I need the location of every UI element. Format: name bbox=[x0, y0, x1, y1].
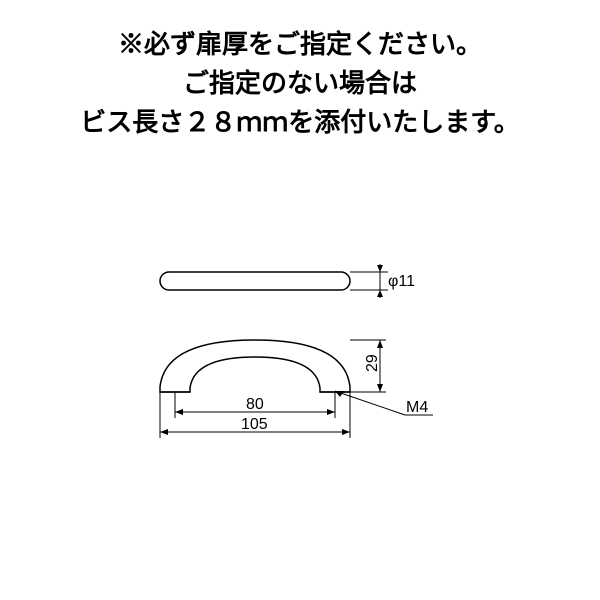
top-view bbox=[160, 272, 350, 290]
dim-diameter: φ11 bbox=[350, 264, 415, 298]
technical-diagram: φ11 29 M4 bbox=[140, 260, 480, 500]
dim-height-label: 29 bbox=[364, 354, 381, 372]
side-view bbox=[160, 340, 350, 392]
dim-height: 29 bbox=[350, 340, 386, 392]
dim-width-outer-label: 105 bbox=[241, 416, 268, 433]
dim-thread-label: M4 bbox=[406, 399, 428, 416]
notice-line-1: ※必ず扉厚をご指定ください。 bbox=[0, 25, 600, 64]
dim-width-inner: 80 bbox=[175, 392, 335, 418]
dim-width-inner-label: 80 bbox=[246, 396, 264, 413]
notice-text: ※必ず扉厚をご指定ください。 ご指定のない場合は ビス長さ２８ｍｍを添付いたしま… bbox=[0, 25, 600, 142]
notice-line-3: ビス長さ２８ｍｍを添付いたします。 bbox=[0, 103, 600, 142]
diagram-svg: φ11 29 M4 bbox=[140, 260, 480, 500]
notice-line-2: ご指定のない場合は bbox=[0, 64, 600, 103]
dim-diameter-label: φ11 bbox=[388, 273, 415, 290]
